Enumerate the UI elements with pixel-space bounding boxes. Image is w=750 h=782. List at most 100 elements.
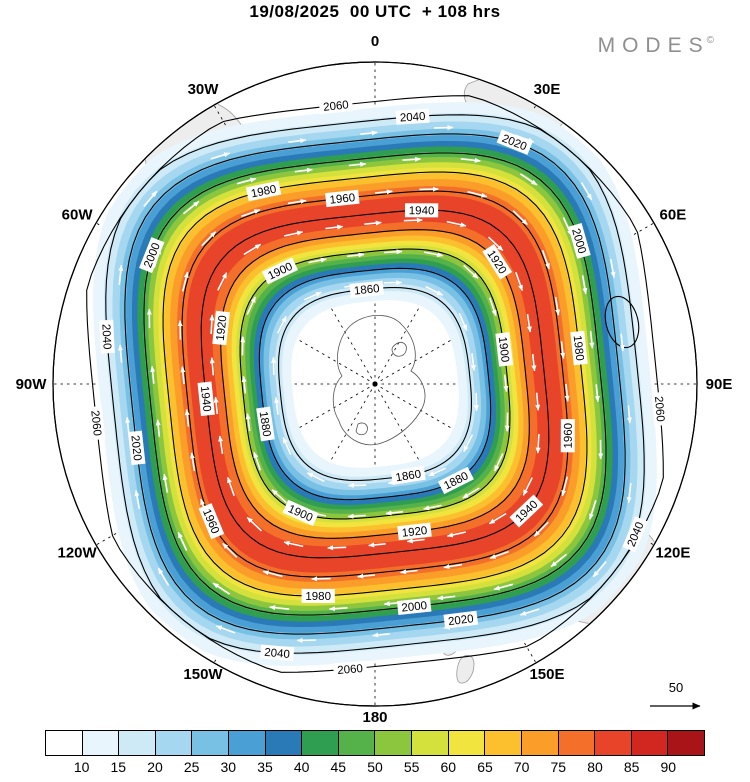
wind-arrow <box>437 595 456 601</box>
wind-arrow <box>564 383 570 402</box>
colorbar-tick-label: 20 <box>147 759 163 775</box>
colorbar-cell <box>265 731 303 755</box>
wind-arrow <box>470 353 476 371</box>
colorbar-cell <box>192 731 230 755</box>
wind-arrow <box>276 315 287 334</box>
wind-arrow <box>533 521 549 537</box>
svg-text:1900: 1900 <box>496 336 511 363</box>
colorbar-tick-label: 25 <box>183 759 200 775</box>
svg-text:2060: 2060 <box>652 396 666 422</box>
wind-arrow <box>209 314 215 335</box>
svg-text:1920: 1920 <box>401 525 428 540</box>
contour-2060 <box>86 95 664 673</box>
wind-arrow <box>458 312 468 331</box>
contour-label: 2060 <box>651 391 669 427</box>
colorbar-tick-label: 50 <box>367 759 383 775</box>
reference-vector: 50 <box>650 680 701 710</box>
wind-arrow <box>594 384 600 403</box>
wind-arrow <box>504 412 510 432</box>
wind-arrow <box>246 296 257 315</box>
contour-label: 2060 <box>318 96 354 115</box>
longitude-label-150E: 150E <box>529 666 564 683</box>
colorbar-cell <box>119 731 156 755</box>
wind-arrow <box>134 490 141 509</box>
wind-arrow <box>463 264 479 279</box>
wind-arrow <box>209 357 215 376</box>
longitude-label-90E: 90E <box>706 376 733 393</box>
colorbar-tick-label: 65 <box>477 759 493 775</box>
wind-arrow <box>241 375 247 394</box>
wind-arrow <box>535 392 541 411</box>
wind-arrow <box>446 220 467 228</box>
colorbar: 10 15 20 25 30 35 40 45 50 55 60 65 70 75 80 85 90 <box>45 730 705 778</box>
wind-arrow <box>269 605 290 611</box>
longitude-labels: 0 30E 60E 90E 120E 150E 180 150W 120W 90W 60W 30W <box>16 33 733 726</box>
wind-arrow <box>308 257 327 264</box>
svg-text:2040: 2040 <box>99 324 112 350</box>
wind-arrow <box>212 582 231 595</box>
wind-arrow <box>118 264 124 285</box>
svg-text:2060: 2060 <box>337 663 363 677</box>
wind-arrow <box>519 173 538 186</box>
wind-arrow <box>215 625 236 634</box>
longitude-label-0: 0 <box>371 33 379 50</box>
wind-arrow <box>535 433 541 454</box>
modes-logo-text: MODES <box>597 34 710 57</box>
wind-arrow <box>503 374 509 393</box>
colorbar-cell <box>668 731 704 755</box>
svg-text:2020: 2020 <box>128 435 143 462</box>
contour-label: 1980 <box>570 330 588 366</box>
colorbar-cell <box>229 731 266 755</box>
svg-text:1980: 1980 <box>305 591 331 603</box>
contour-2020 <box>124 133 626 635</box>
longitude-label-120E: 120E <box>655 544 690 561</box>
contour-label: 2000 <box>396 597 432 615</box>
wind-arrow <box>245 413 251 432</box>
wind-arrow <box>218 435 224 455</box>
chart-title: 19/08/2025 00 UTC + 108 hrs <box>249 2 501 21</box>
wind-arrow <box>325 224 344 230</box>
colorbar-tick-labels: 10 15 20 25 30 35 40 45 50 55 60 65 70 75 80 85 90 <box>45 756 705 778</box>
graticule-polar <box>291 300 459 468</box>
longitude-label-120W: 120W <box>58 544 98 561</box>
wind-arrow <box>488 297 497 317</box>
wind-arrow <box>400 569 418 575</box>
wind-arrow <box>143 190 158 207</box>
wind-arrow <box>609 259 616 278</box>
longitude-label-30E: 30E <box>534 81 561 98</box>
wind-arrow <box>118 344 124 363</box>
wind-arrow <box>531 353 537 372</box>
wind-arrow <box>626 405 632 424</box>
wind-arrow <box>526 313 532 333</box>
wind-arrow <box>581 275 588 295</box>
wind-arrow <box>274 397 280 415</box>
wind-arrow <box>512 210 528 226</box>
wind-arrow <box>253 451 262 471</box>
wind-arrow <box>357 573 376 579</box>
wind-arrow <box>493 453 504 472</box>
wind-arrow <box>493 583 514 591</box>
colorbar-cell <box>82 731 120 755</box>
contour-label: 1920 <box>397 522 432 541</box>
colorbar-cell <box>558 731 596 755</box>
wind-arrow <box>619 333 625 352</box>
contour-label: 1960 <box>560 419 575 453</box>
wind-arrow <box>182 200 200 215</box>
wind-arrow <box>240 336 246 356</box>
wind-arrow <box>347 513 366 519</box>
contour-label: 1860 <box>390 465 426 485</box>
svg-text:1940: 1940 <box>409 205 435 217</box>
svg-text:1920: 1920 <box>215 315 230 342</box>
colorbar-cell <box>375 731 413 755</box>
wind-arrow <box>554 296 561 316</box>
contour-2040 <box>105 114 645 654</box>
colorbar-tick-label: 80 <box>587 759 603 775</box>
colorbar-cell <box>485 731 522 755</box>
wind-arrow <box>589 331 595 349</box>
svg-text:1860: 1860 <box>395 468 422 484</box>
contour-label: 1900 <box>495 332 514 367</box>
wind-arrow <box>463 434 474 453</box>
wind-arrow <box>425 285 444 296</box>
longitude-label-60W: 60W <box>62 206 94 223</box>
wind-arrow <box>283 540 304 548</box>
